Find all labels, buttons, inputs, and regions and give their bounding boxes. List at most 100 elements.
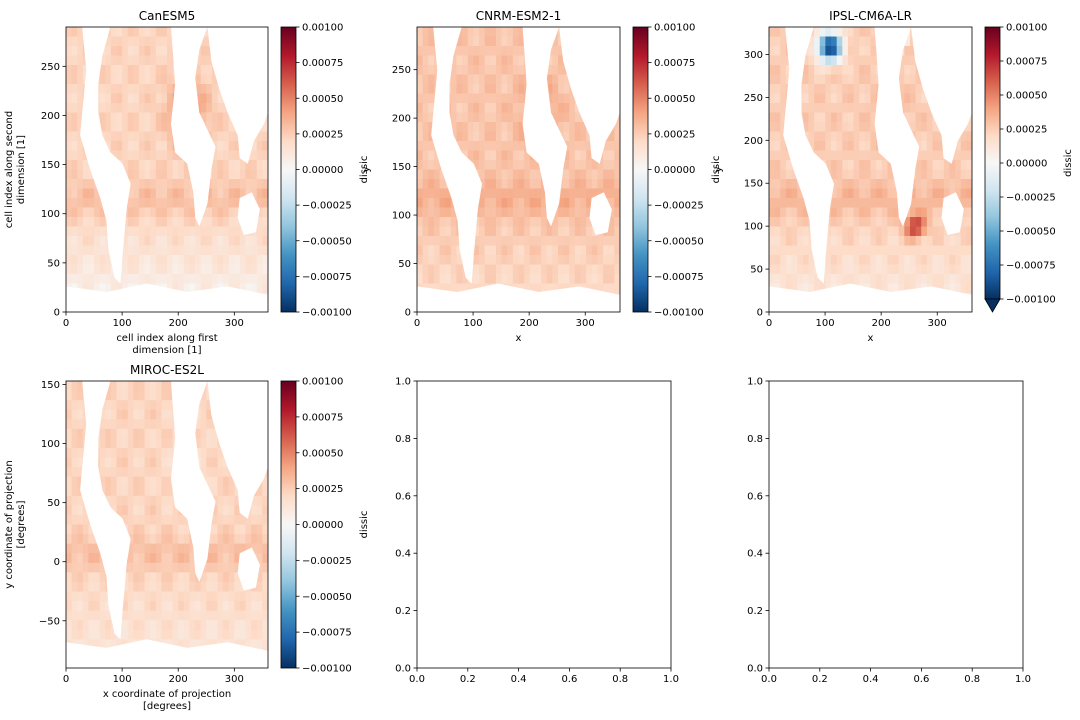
heatmap-cell <box>77 150 84 161</box>
heatmap-cell <box>66 438 73 449</box>
heatmap-cell <box>217 629 224 640</box>
y-tick-label: 150 <box>41 160 60 171</box>
heatmap-cell <box>66 226 73 237</box>
heatmap-cell <box>938 179 945 190</box>
heatmap-cell <box>77 534 84 545</box>
heatmap-cell <box>802 274 810 285</box>
heatmap-cell <box>501 169 508 180</box>
heatmap-cell <box>110 390 118 401</box>
heatmap-cell <box>77 543 84 554</box>
heatmap-cell <box>206 122 213 133</box>
heatmap-cell <box>814 84 821 95</box>
heatmap-cell <box>71 486 78 497</box>
heatmap-cell <box>66 122 73 133</box>
heatmap-cell <box>217 245 224 256</box>
heatmap-cell <box>195 438 202 449</box>
heatmap-cell <box>122 467 129 478</box>
heatmap-cell <box>909 274 917 285</box>
heatmap-cell <box>904 65 911 76</box>
heatmap-cell <box>484 207 491 218</box>
heatmap-cell <box>608 188 615 199</box>
heatmap-cell <box>814 122 821 133</box>
heatmap-cell <box>490 198 497 209</box>
heatmap-cell <box>490 36 497 47</box>
heatmap-cell <box>144 217 151 228</box>
heatmap-cell <box>932 198 939 209</box>
heatmap-cell <box>814 46 821 57</box>
heatmap-cell <box>802 217 810 228</box>
heatmap-cell <box>189 264 196 275</box>
heatmap-cell <box>206 553 213 564</box>
heatmap-cell <box>99 476 106 487</box>
heatmap-cell <box>512 112 520 123</box>
heatmap-cell <box>774 236 781 247</box>
heatmap-cell <box>138 160 146 171</box>
heatmap-cell <box>161 486 168 497</box>
heatmap-cell <box>819 112 826 123</box>
heatmap-cell <box>524 150 531 161</box>
heatmap-cell <box>507 55 514 66</box>
heatmap-cell <box>893 226 900 237</box>
heatmap-cell <box>105 476 112 487</box>
heatmap-cell <box>127 476 134 487</box>
heatmap-cell <box>155 255 162 266</box>
heatmap-cell <box>847 198 855 209</box>
heatmap-cell <box>234 572 241 583</box>
heatmap-cell <box>926 245 934 256</box>
heatmap-cell <box>808 46 815 57</box>
heatmap-cell <box>262 629 268 640</box>
heatmap-cell <box>769 264 776 275</box>
heatmap-cell <box>71 160 78 171</box>
heatmap-cell <box>949 274 956 285</box>
heatmap-cell <box>189 217 196 228</box>
heatmap-cell <box>144 36 151 47</box>
heatmap-cell <box>479 93 486 104</box>
heatmap-cell <box>228 562 235 573</box>
heatmap-cell <box>512 226 520 237</box>
heatmap-cell <box>853 150 860 161</box>
heatmap-cell <box>439 179 446 190</box>
heatmap-cell <box>189 601 196 612</box>
heatmap-cell <box>183 264 191 275</box>
heatmap-cell <box>94 236 101 247</box>
heatmap-cell <box>495 103 503 114</box>
heatmap-cell <box>228 255 235 266</box>
heatmap-cell <box>580 122 587 133</box>
heatmap-cell <box>71 428 78 439</box>
heatmap-cell <box>921 169 928 180</box>
heatmap-cell <box>552 226 559 237</box>
heatmap-cell <box>127 169 134 180</box>
heatmap-cell <box>808 264 815 275</box>
heatmap-cell <box>557 93 565 104</box>
heatmap-cell <box>473 27 480 38</box>
heatmap-cell <box>439 226 446 237</box>
heatmap-cell <box>127 131 134 142</box>
heatmap-cell <box>217 562 224 573</box>
heatmap-cell <box>501 264 508 275</box>
heatmap-cell <box>88 572 95 583</box>
heatmap-cell <box>223 581 230 593</box>
heatmap-cell <box>82 160 90 171</box>
heatmap-cell <box>122 27 129 38</box>
heatmap-cell <box>853 55 860 66</box>
heatmap-cell <box>479 179 486 190</box>
heatmap-cell <box>127 217 134 228</box>
heatmap-cell <box>183 620 191 631</box>
heatmap-cell <box>150 74 157 85</box>
heatmap-cell <box>864 169 872 180</box>
heatmap-cell <box>518 46 525 57</box>
heatmap-cell <box>462 65 469 76</box>
heatmap-cell <box>239 620 247 631</box>
heatmap-cell <box>909 198 917 209</box>
heatmap-cell <box>110 55 118 66</box>
heatmap-cell <box>569 141 576 152</box>
heatmap-cell <box>563 207 570 218</box>
heatmap-cell <box>150 562 157 573</box>
heatmap-cell <box>66 65 73 76</box>
heatmap-cell <box>422 160 429 171</box>
heatmap-cell <box>172 610 179 621</box>
heatmap-cell <box>144 610 151 621</box>
heatmap-cell <box>105 122 112 133</box>
heatmap-cell <box>808 74 815 85</box>
heatmap-cell <box>66 198 73 209</box>
